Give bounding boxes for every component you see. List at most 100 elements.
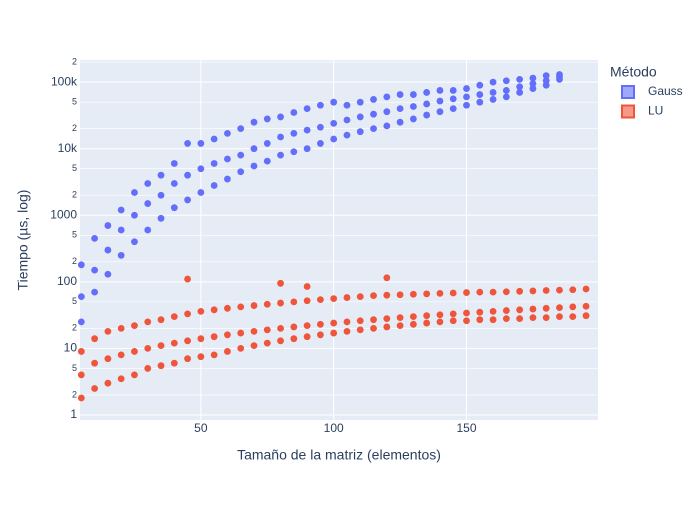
data-point	[277, 279, 284, 287]
data-point	[476, 81, 484, 89]
data-point	[303, 105, 311, 113]
data-point	[117, 226, 125, 234]
data-point	[224, 304, 231, 312]
data-point	[449, 105, 457, 113]
data-point	[170, 313, 178, 321]
data-point	[370, 96, 377, 103]
data-point	[449, 317, 457, 325]
data-point	[569, 303, 577, 311]
y-tick-label: 100	[57, 274, 77, 288]
data-point	[370, 316, 377, 324]
data-point	[502, 77, 510, 85]
data-point	[476, 316, 484, 324]
data-point	[210, 306, 218, 314]
data-point	[303, 126, 311, 134]
data-point	[91, 266, 99, 274]
data-point	[502, 307, 510, 314]
y-tick-label: 1000	[50, 207, 77, 221]
data-point	[356, 293, 364, 300]
data-point	[77, 394, 85, 402]
data-point	[317, 296, 324, 304]
data-point	[197, 165, 205, 173]
data-point	[170, 180, 178, 187]
data-point	[317, 320, 324, 328]
data-point	[489, 89, 497, 96]
data-point	[250, 145, 258, 153]
x-tick-label: 50	[194, 421, 208, 435]
data-point	[529, 80, 537, 88]
data-point	[343, 116, 351, 124]
data-point	[436, 318, 444, 326]
data-point	[224, 348, 231, 355]
data-point	[317, 101, 324, 109]
data-point	[184, 355, 191, 363]
data-point	[250, 342, 258, 350]
data-point	[117, 324, 125, 332]
data-point	[476, 98, 484, 106]
data-point	[582, 285, 590, 293]
data-point	[290, 323, 298, 331]
y-tick-label: 5	[72, 296, 77, 306]
data-point	[91, 288, 99, 296]
data-point	[250, 328, 258, 335]
data-point	[463, 289, 470, 296]
data-point	[210, 351, 218, 359]
data-point	[117, 351, 125, 359]
data-point	[263, 140, 271, 147]
data-point	[144, 365, 152, 372]
data-point	[184, 337, 191, 345]
data-point	[157, 342, 165, 350]
data-point	[263, 157, 271, 165]
data-point	[77, 261, 85, 269]
data-point	[104, 222, 112, 229]
legend-title: Método	[610, 64, 657, 80]
data-point	[210, 333, 218, 341]
data-point	[502, 315, 510, 323]
data-point	[542, 77, 550, 85]
data-point	[317, 331, 324, 339]
x-tick-label: 150	[456, 421, 476, 435]
data-point	[409, 320, 417, 328]
data-point	[423, 312, 431, 320]
data-point	[463, 309, 470, 317]
data-point	[516, 75, 524, 83]
data-point	[516, 287, 524, 295]
data-point	[396, 118, 404, 126]
data-point	[409, 313, 417, 321]
data-point	[237, 151, 245, 159]
data-point	[489, 316, 497, 324]
data-point	[290, 335, 298, 343]
data-point	[330, 329, 338, 337]
data-point	[463, 93, 470, 101]
y-tick-label: 2	[72, 256, 77, 266]
data-point	[184, 275, 191, 283]
y-tick-label: 2	[72, 56, 77, 66]
data-point	[556, 286, 563, 294]
data-point	[542, 304, 550, 312]
data-point	[383, 108, 391, 116]
data-point	[409, 115, 417, 123]
data-point	[77, 371, 85, 379]
data-point	[144, 318, 152, 326]
data-point	[303, 145, 311, 153]
data-point	[396, 91, 404, 98]
data-point	[542, 287, 550, 294]
data-point	[303, 297, 311, 305]
data-point	[502, 87, 510, 94]
data-point	[131, 348, 138, 355]
x-axis-title: Tamaño de la matriz (elementos)	[237, 447, 441, 463]
y-tick-label: 5	[72, 230, 77, 240]
data-point	[383, 315, 391, 323]
data-point	[423, 89, 431, 96]
data-point	[463, 85, 470, 92]
data-point	[104, 246, 112, 254]
x-tick-label: 100	[324, 421, 344, 435]
data-point	[436, 311, 444, 319]
data-point	[463, 317, 470, 325]
legend-swatch	[621, 85, 635, 99]
data-point	[502, 288, 510, 296]
data-point	[317, 123, 324, 131]
data-point	[237, 344, 245, 352]
data-point	[383, 323, 391, 331]
